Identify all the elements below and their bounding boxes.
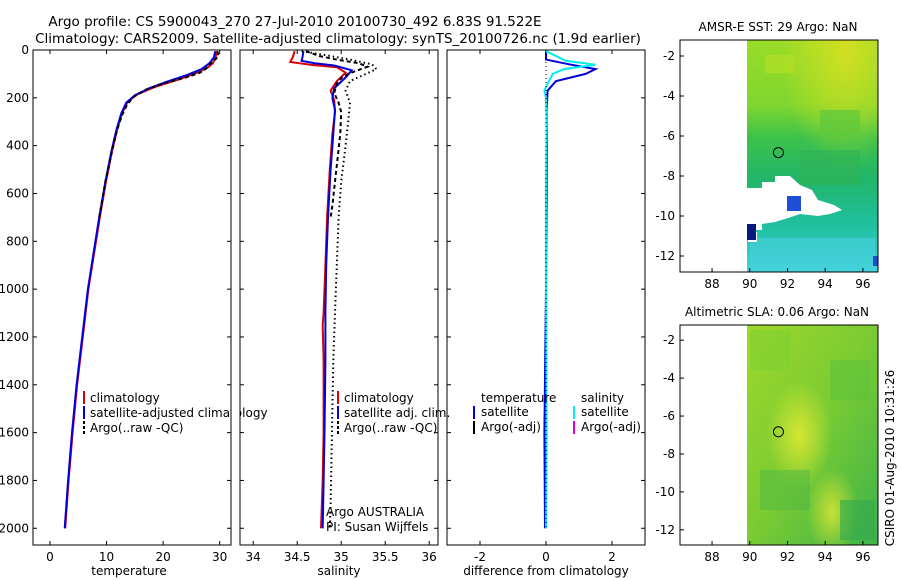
temperature-profiles — [63, 50, 220, 529]
series-argo-raw-qc — [305, 50, 371, 218]
y-tick-label: 1800 — [0, 473, 29, 487]
series-temperature-satellite — [543, 51, 599, 529]
x-tick-label: 35.5 — [372, 550, 399, 564]
salinity-profiles — [288, 50, 379, 529]
legend-label-sal-satellite: satellite — [581, 405, 629, 419]
legend-label-sal-argo: Argo(-adj) — [581, 420, 641, 434]
y-tick-label: 1600 — [0, 426, 29, 440]
difference-ticks: -2 0 2 — [447, 49, 645, 564]
legend-title-salinity: salinity — [581, 391, 624, 405]
y-tick-label: 2000 — [0, 521, 29, 535]
salinity-ticks: 34 34.5 35 35.5 36 — [240, 49, 438, 564]
x-tick-label: 34.5 — [284, 550, 311, 564]
sst-map-title: AMSR-E SST: 29 Argo: NaN — [699, 20, 858, 34]
map-y-tick-label: -2 — [663, 333, 675, 347]
csiro-timestamp: CSIRO 01-Aug-2010 10:31:26 — [883, 370, 897, 546]
figure-title-line-1: Argo profile: CS 5900043_270 27-Jul-2010… — [48, 14, 541, 30]
map-x-tick-label: 94 — [818, 277, 833, 291]
x-tick-label: 0 — [542, 550, 550, 564]
x-tick-label: 35 — [334, 550, 349, 564]
x-tick-label: -2 — [474, 550, 486, 564]
salinity-legend: climatology satellite adj. clim. Argo(..… — [337, 391, 450, 435]
map-y-tick-label: -4 — [663, 371, 675, 385]
sla-axes — [679, 324, 879, 546]
y-tick-label: 0 — [21, 43, 29, 57]
difference-profiles — [543, 50, 599, 529]
series-satellite-adjusted-climatology — [63, 51, 217, 529]
x-tick-label: 30 — [212, 550, 227, 564]
map-y-tick-label: -10 — [655, 485, 675, 499]
map-y-tick-label: -12 — [655, 249, 675, 263]
map-y-tick-label: -10 — [655, 209, 675, 223]
map-y-tick-label: -4 — [663, 89, 675, 103]
x-tick-label: 20 — [155, 550, 170, 564]
legend-title-temperature: temperature — [481, 391, 556, 405]
sst-ticks: 88 90 92 94 96 -2 -4 -6 -8 -10 -12 — [655, 49, 870, 291]
x-tick-label: 36 — [422, 550, 437, 564]
legend-label-satellite-adjusted: satellite-adjusted climatology — [90, 406, 268, 420]
map-x-tick-label: 96 — [855, 550, 870, 564]
sst-map: 88 90 92 94 96 -2 -4 -6 -8 -10 -12 — [655, 39, 879, 291]
y-tick-label: 600 — [6, 186, 29, 200]
sst-argo-position-marker — [772, 147, 784, 159]
series-satellite-adj-clim — [300, 51, 354, 529]
y-tick-label: 1200 — [0, 330, 29, 344]
salinity-axes — [239, 49, 439, 546]
y-tick-label: 800 — [6, 234, 29, 248]
legend-label-argo: Argo(..raw -QC) — [344, 421, 437, 435]
map-x-tick-label: 88 — [704, 277, 719, 291]
y-tick-label: 1400 — [0, 378, 29, 392]
series-argo-adj — [301, 50, 379, 529]
legend-label-temp-satellite: satellite — [481, 405, 529, 419]
figure-title-line-2: Climatology: CARS2009. Satellite-adjuste… — [35, 31, 641, 47]
x-tick-label: 0 — [46, 550, 54, 564]
legend-label-satellite: satellite adj. clim. — [344, 406, 450, 420]
map-y-tick-label: -8 — [663, 169, 675, 183]
map-y-tick-label: -6 — [663, 129, 675, 143]
map-x-tick-label: 88 — [704, 550, 719, 564]
map-y-tick-label: -6 — [663, 409, 675, 423]
sst-cold-pixel-edge — [747, 224, 756, 240]
salinity-xlabel: salinity — [317, 564, 360, 578]
map-x-tick-label: 94 — [818, 550, 833, 564]
y-tick-label: 200 — [6, 91, 29, 105]
series-climatology — [288, 50, 348, 529]
legend-label-temp-argo: Argo(-adj) — [481, 420, 541, 434]
map-x-tick-label: 90 — [742, 550, 757, 564]
x-tick-label: 2 — [608, 550, 616, 564]
map-y-tick-label: -12 — [655, 523, 675, 537]
x-tick-label: 10 — [99, 550, 114, 564]
map-x-tick-label: 92 — [780, 277, 795, 291]
map-x-tick-label: 96 — [855, 277, 870, 291]
sst-cold-pixel — [787, 196, 801, 211]
map-y-tick-label: -2 — [663, 49, 675, 63]
map-y-tick-label: -8 — [663, 447, 675, 461]
difference-legend: temperature satellite Argo(-adj) salinit… — [473, 391, 641, 434]
sla-map-title: Altimetric SLA: 0.06 Argo: NaN — [685, 305, 869, 319]
map-x-tick-label: 90 — [742, 277, 757, 291]
temperature-ticks: 0 10 20 30 0 200 400 600 800 1000 1200 1400 1600 1800… — [0, 43, 231, 564]
legend-label-climatology: climatology — [344, 391, 414, 405]
x-tick-label: 34 — [246, 550, 261, 564]
map-x-tick-label: 92 — [780, 550, 795, 564]
legend-label-climatology: climatology — [90, 391, 160, 405]
sla-ticks: 88 90 92 94 96 -2 -4 -6 -8 -10 -12 — [655, 333, 870, 564]
series-argo-raw-qc — [98, 50, 220, 218]
sst-axes — [679, 39, 879, 273]
legend-label-argo: Argo(..raw -QC) — [90, 421, 183, 435]
temperature-legend: climatology satellite-adjusted climatolo… — [83, 391, 268, 435]
difference-xlabel: difference from climatology — [463, 564, 629, 578]
y-tick-label: 1000 — [0, 282, 29, 296]
y-tick-label: 400 — [6, 139, 29, 153]
argo-program-annotation: Argo AUSTRALIA — [326, 505, 425, 519]
sla-argo-position-marker — [772, 426, 784, 438]
temperature-axes — [32, 49, 232, 546]
pi-annotation: PI: Susan Wijffels — [326, 520, 428, 534]
sla-map: 88 90 92 94 96 -2 -4 -6 -8 -10 -12 — [655, 324, 879, 564]
temperature-xlabel: temperature — [91, 564, 166, 578]
series-salinity-satellite — [543, 50, 596, 529]
